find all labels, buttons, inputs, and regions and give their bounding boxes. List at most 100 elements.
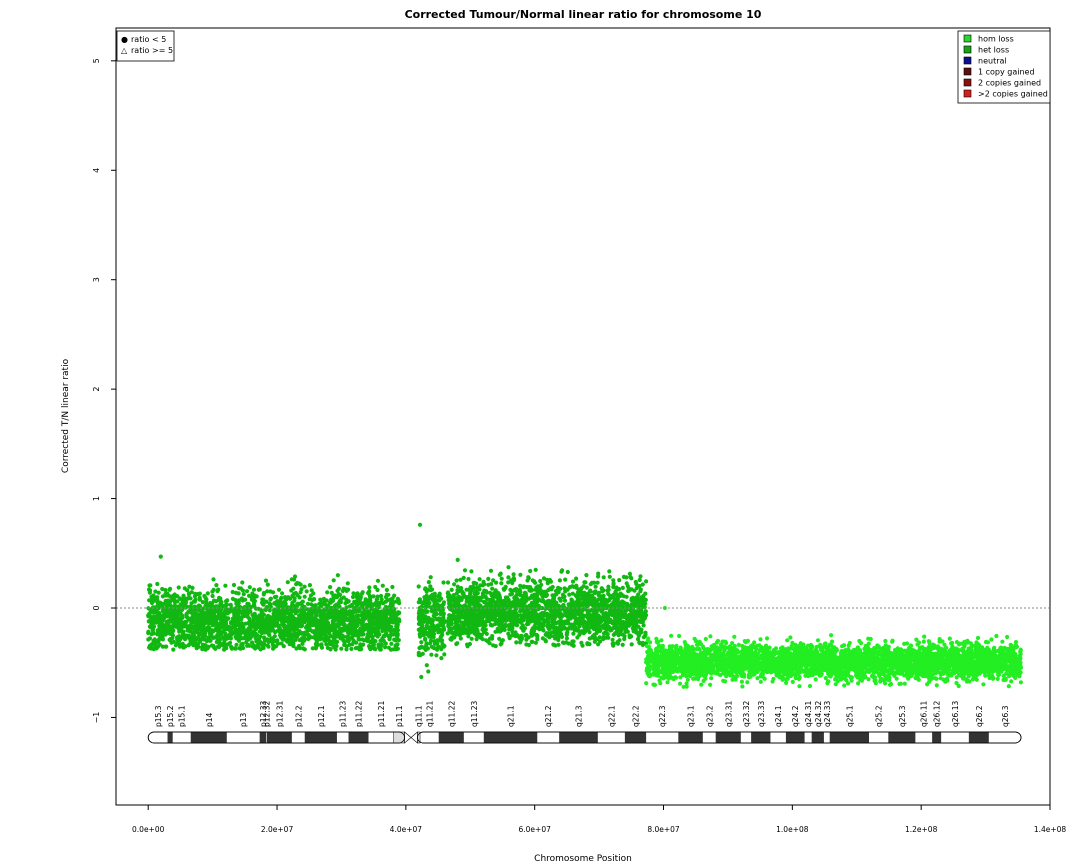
data-point: [242, 605, 247, 610]
data-point: [533, 640, 539, 645]
data-point: [482, 582, 487, 587]
data-point: [289, 614, 294, 619]
data-point: [170, 630, 175, 635]
data-point: [380, 623, 385, 629]
data-point: [290, 626, 295, 631]
data-point: [452, 630, 457, 635]
data-point: [512, 595, 517, 601]
data-point: [318, 597, 323, 602]
data-point: [493, 617, 498, 623]
data-point: [374, 611, 379, 617]
data-point: [342, 614, 348, 619]
data-point: [297, 595, 302, 600]
data-point: [583, 580, 588, 585]
data-point: [438, 635, 443, 641]
data-point: [365, 638, 370, 644]
data-point: [496, 595, 501, 600]
data-point: [299, 636, 304, 641]
data-point: [259, 608, 264, 613]
data-point: [274, 620, 280, 625]
data-point: [148, 588, 153, 593]
data-point: [298, 614, 303, 619]
data-point: [296, 601, 301, 606]
data-point: [180, 631, 185, 637]
data-point: [338, 619, 343, 624]
data-point: [294, 582, 299, 587]
data-point: [620, 585, 625, 591]
data-point: [299, 587, 304, 592]
data-point: [535, 634, 540, 639]
data-point: [155, 628, 160, 633]
data-point: [225, 642, 230, 647]
data-point: [216, 587, 221, 592]
data-point: [423, 609, 428, 614]
data-point: [246, 620, 252, 625]
data-point: [241, 592, 246, 597]
data-point: [214, 622, 219, 627]
data-point: [293, 632, 298, 638]
data-point: [489, 636, 495, 641]
data-point: [420, 626, 425, 632]
data-point: [307, 627, 313, 633]
data-point: [603, 615, 609, 621]
data-point: [378, 593, 384, 599]
data-point: [449, 603, 454, 609]
data-point: [157, 642, 162, 647]
data-point: [557, 596, 562, 601]
data-point: [373, 639, 378, 644]
data-point: [596, 574, 601, 579]
data-point: [261, 597, 266, 602]
data-point: [285, 630, 290, 635]
data-point: [622, 636, 627, 642]
data-point: [204, 597, 209, 602]
data-point: [614, 598, 619, 603]
data-point: [473, 590, 478, 595]
data-point: [230, 589, 235, 595]
data-point: [581, 614, 586, 620]
data-point: [193, 597, 198, 602]
data-point: [429, 652, 434, 657]
data-point: [283, 601, 288, 607]
data-point: [206, 644, 211, 649]
data-point: [237, 615, 242, 620]
data-point: [158, 613, 164, 618]
data-point: [644, 579, 649, 584]
data-point: [617, 578, 622, 583]
data-point: [497, 636, 502, 641]
data-point: [560, 640, 566, 645]
data-point: [557, 634, 562, 639]
data-point: [384, 587, 389, 593]
data-point: [358, 613, 363, 618]
data-point: [461, 575, 466, 581]
data-point: [435, 645, 440, 650]
data-point: [199, 623, 204, 628]
data-point: [265, 582, 270, 587]
data-point: [164, 614, 170, 619]
data-point: [366, 590, 371, 595]
data-point: [353, 646, 358, 651]
data-point: [459, 620, 464, 625]
data-point: [462, 568, 468, 573]
data-point: [455, 614, 460, 619]
data-point: [590, 635, 595, 640]
data-point: [396, 598, 401, 603]
data-point: [535, 615, 540, 621]
data-point: [228, 602, 233, 608]
data-point: [452, 582, 457, 587]
data-point: [380, 628, 385, 634]
data-point: [329, 610, 334, 616]
data-point: [491, 578, 496, 583]
data-point: [344, 587, 349, 592]
data-point: [477, 622, 482, 628]
data-point: [149, 600, 155, 606]
data-point: [573, 620, 578, 626]
data-point: [582, 629, 588, 635]
data-point: [300, 631, 305, 636]
data-point: [556, 585, 561, 591]
data-point: [292, 574, 298, 579]
data-point: [198, 637, 203, 643]
data-point: [390, 596, 395, 601]
data-point: [156, 590, 161, 595]
data-point: [532, 602, 538, 607]
data-point: [325, 615, 330, 620]
